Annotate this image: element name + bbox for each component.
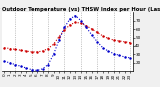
Title: Milwaukee Weather Outdoor Temperature (vs) THSW Index per Hour (Last 24 Hours): Milwaukee Weather Outdoor Temperature (v… [0, 7, 160, 11]
